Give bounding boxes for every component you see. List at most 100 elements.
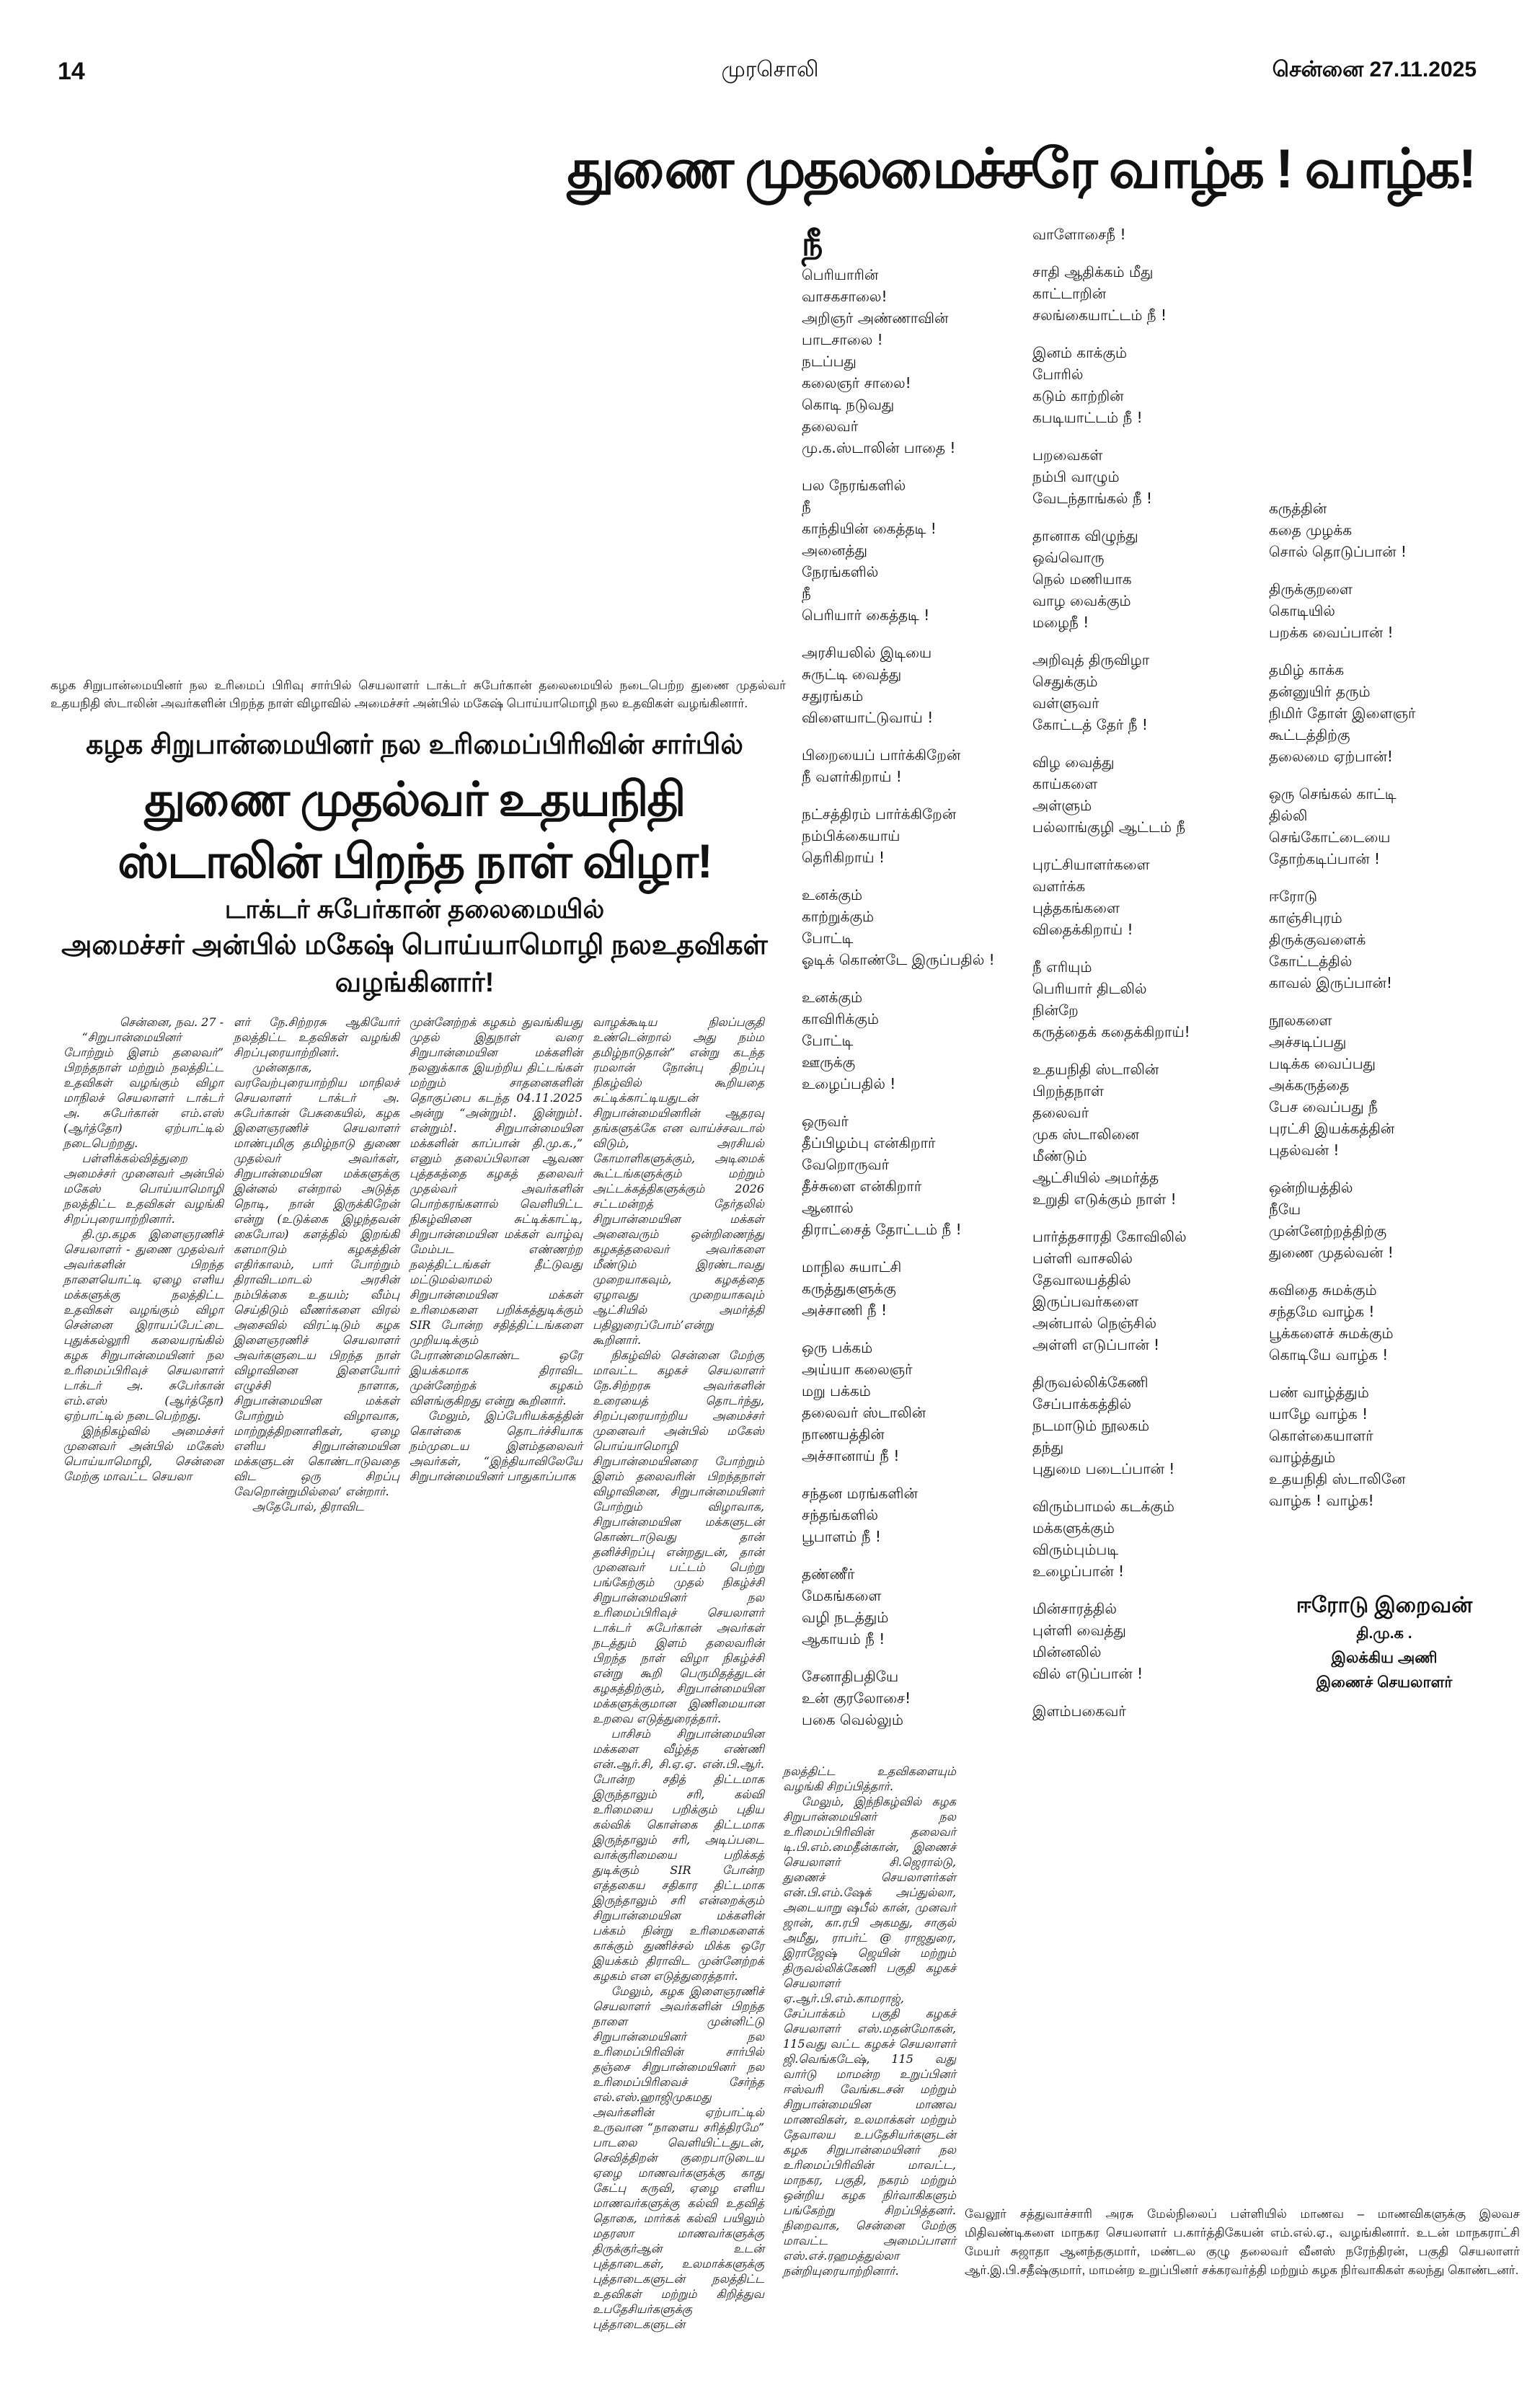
poem-line: வாளோசைநீ ! [1032,226,1126,243]
poem-line: வள்ளுவர் [1032,694,1099,712]
poem-stanza: இனம் காக்கும் போரில் கடும் காற்றின் கபடியாட… [1032,342,1249,428]
poem-stanza: தானாக விழுந்து ஒவ்வொரு நெல் மணியாக வாழ வைக்… [1032,525,1249,633]
article-column: ளர் நே.சிற்றரசு ஆகியோர் நலத்திட்ட உதவிகள… [234,1014,399,1514]
poem-line: கொள்கையாளர் [1269,1427,1373,1444]
edition-dateline: சென்னை 27.11.2025 [1272,58,1477,81]
article-paragraph: நலத்திட்ட உதவிகளையும் வழங்கி சிறப்பித்தா… [783,1764,956,1793]
poem-line: நீ [802,498,811,516]
article-paragraph: பாசிசம் சிறுபான்மையின மக்களை வீழ்த்த எண்… [593,1727,764,1983]
poem-line: சாதி ஆதிக்கம் மீது [1032,263,1154,280]
poem-line: நெல் மணியாக [1032,570,1132,588]
article-column: சென்னை, நவ. 27 - “சிறுபான்மையினர் போற்று… [63,1014,224,1484]
poem-line: கருத்தின் [1269,500,1327,517]
poem-line: படிக்க வைப்பது [1269,1055,1376,1072]
poem-line: தீப்பிழம்பு என்கிறார் [802,1134,936,1151]
poem-title: துணை முதலமைச்சரே வாழ்க ! வாழ்க! [567,138,1477,200]
poem-line: காவல் இருப்பான்! [1269,974,1392,991]
poem-line: அச்சாணி நீ ! [802,1301,888,1319]
poem-line: ஒரு பக்கம் [802,1339,873,1356]
poem-stanza: அறிவுத் திருவிழா செதுக்கும் வள்ளுவர் கோட்டத… [1032,649,1249,735]
poem-line: விழ வைத்து [1032,753,1115,771]
poem-line: உழைப்பதில் ! [802,1075,896,1092]
poem-stanza: பிறையைப் பார்க்கிறேன் நீ வளர்கிறாய் ! [802,744,1018,787]
poem-line: ஆட்சியில் அமர்த்த [1032,1169,1159,1186]
poem-line: பல்லாங்குழி ஆட்டம் நீ [1032,818,1186,836]
poem-stanza: ஒருவர் தீப்பிழம்பு என்கிறார் வேறொருவர் தீச்… [802,1110,1018,1240]
poem-line: அன்பால் நெஞ்சில் [1032,1314,1157,1332]
poem-column: கருத்தின் கதை முழக்க சொல் தொடுப்பான் ! திரு… [1269,498,1507,1527]
poem-stanza: அரசியலில் இடியை சுருட்டி வைத்து சதுரங்கம் வ… [802,642,1018,728]
poem-line: நடப்பது [802,353,857,370]
poem-line: நிமிர் தோள் இளைஞர் [1269,704,1416,722]
poem-line: காற்றுக்கும் [802,908,875,925]
poem-line: போட்டி [802,929,854,947]
page-number: 14 [58,58,85,85]
article: கழக சிறுபான்மையினர் நல உரிமைப்பிரிவின் ச… [43,725,786,2332]
poem-line: வழி நடத்தும் [802,1609,889,1626]
poem-stanza: ஒரு பக்கம் அய்யா கலைஞர் மறு பக்கம் தலைவர் ஸ… [802,1337,1018,1467]
article-column: நலத்திட்ட உதவிகளையும் வழங்கி சிறப்பித்தா… [783,1764,956,2278]
poem-line: திருக்குவளைக் [1269,931,1366,948]
poem-line: புத்தகங்களை [1032,899,1120,916]
poem-line: திராட்சைத் தோட்டம் நீ ! [802,1221,962,1238]
poem-line: சேனாதிபதியே [802,1668,899,1685]
poem-line: பிறந்தநாள் [1032,1082,1105,1100]
newspaper-masthead: முரசொலி [721,58,819,81]
poem-line: ஆனால் [802,1199,854,1216]
poem-line: பகை வெல்லும் [802,1711,903,1728]
poem-line: ஊருக்கு [802,1053,856,1071]
poem-line: ஒவ்வொரு [1032,549,1105,566]
poem-line: தில்லி [1269,807,1308,824]
poem-line: மின்சாரத்தில் [1032,1600,1117,1617]
poem-line: ஈரோடு [1269,888,1317,905]
poem-line: விதைக்கிறாய் ! [1032,921,1133,938]
poem-line: மழைநீ ! [1032,614,1089,631]
article-paragraph: முன்னதாக, வரவேற்புரையாற்றிய மாநிலச் செயல… [234,1061,399,1498]
poem-line: இனம் காக்கும் [1032,344,1128,361]
poem-line: கொடியில் [1269,602,1335,619]
poem-line: சொல் தொடுப்பான் ! [1269,543,1407,560]
poem-line: புரட்சி இயக்கத்தின் [1269,1120,1395,1137]
poem-stanza: நீ பெரியாரின் வாசகசாலை! அறிஞர் அண்ணாவின் பாட… [802,224,1018,459]
poem-line: இருப்பவர்களை [1032,1293,1139,1310]
poem-line: தெரிகிறாய் ! [802,849,885,866]
article-paragraph: மேலும், இந்நிகழ்வில் கழக சிறுபான்மையினர்… [783,1795,956,2278]
article-paragraph: இந்நிகழ்வில் அமைச்சர் முனைவர் அன்பில் மக… [63,1424,224,1483]
poem-stanza: பல நேரங்களில் நீ காந்தியின் கைத்தடி ! அனைத்… [802,474,1018,626]
poem-line: நீ [802,585,811,602]
poem-line: தலைவர் [802,417,859,435]
poem-line: மக்களுக்கும் [1032,1519,1115,1537]
poem-stanza: ஒரு செங்கல் காட்டி தில்லி செங்கோட்டையை தோற்… [1269,783,1507,870]
poem-stanza: உனக்கும் காவிரிக்கும் போட்டி ஊருக்கு உழைப்பத… [802,986,1018,1095]
poem-line: நீ எரியும் [1032,958,1092,976]
poem-stanza: நட்சத்திரம் பார்க்கிறேன் நம்பிக்கையாய் தெர… [802,803,1018,868]
poem-stanza: நூலகளை அச்சடிப்பது படிக்க வைப்பது அக்கருத்த… [1269,1009,1507,1161]
poem-stanza: புரட்சியாளர்களை வளர்க்க புத்தகங்களை விதைக்க… [1032,854,1249,940]
poem-line: நடமாடும் நூலகம் [1032,1417,1150,1434]
poem-line: நீ வளர்கிறாய் ! [802,768,902,785]
poem-line: அறிஞர் அண்ணாவின் [802,309,949,327]
poem-line: மேகங்களை [802,1587,882,1604]
poem-line: போரில் [1032,366,1084,383]
poem-stanza: சந்தன மரங்களின் சந்தங்களில் பூபாளம் நீ ! [802,1482,1018,1547]
poem-line: நின்றே [1032,1002,1079,1019]
poem-stanza: கவிதை சுமக்கும் சந்தமே வாழ்க ! பூக்களைச் ச… [1269,1279,1507,1366]
poem-line: அச்சானாய் நீ ! [802,1447,900,1464]
poem-line: நீயே [1269,1201,1301,1218]
poem-line: கருத்துகளுக்கு [802,1280,896,1297]
poem-line: விரும்பாமல் கடக்கும் [1032,1498,1175,1515]
poem-line: சந்தன மரங்களின் [802,1485,918,1502]
poem-stanza: மின்சாரத்தில் புள்ளி வைத்து மின்னலில் வில் … [1032,1598,1249,1684]
article-paragraph: முன்னேற்றக் கழகம் துவங்கியது முதல் இதுநா… [410,1015,583,1407]
poem-line: வாழ வைக்கும் [1032,592,1131,609]
poem-line: வேடந்தாங்கல் நீ ! [1032,490,1153,507]
poem-line: ஒரு செங்கல் காட்டி [1269,785,1397,803]
poem-line: மு.க.ஸ்டாலின் பாதை ! [802,439,956,456]
poem-line: அள்ளும் [1032,797,1092,814]
poem-line: செங்கோட்டையை [1269,828,1391,846]
poem-line: நூலகளை [1269,1012,1332,1029]
poem-column: நீ பெரியாரின் வாசகசாலை! அறிஞர் அண்ணாவின் பாட… [802,224,1018,1746]
poem-line: உனக்கும் [802,886,863,903]
article-paragraph: “சிறுபான்மையினர் போற்றும் இளம் தலைவர்” ப… [63,1030,224,1150]
article-paragraph: அதேபோல், திராவிட [252,1500,364,1513]
